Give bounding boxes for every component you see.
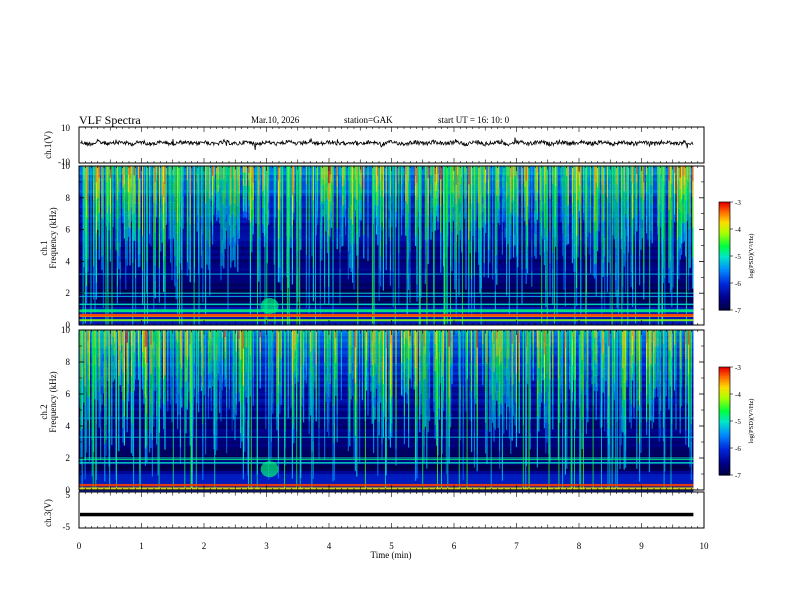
ch1-spectrogram-panel [78,165,705,326]
frequency-ytick: 10 [61,161,71,171]
x-axis-tick: 5 [389,541,394,551]
ch1-channel-label: ch.1 [39,240,49,255]
frequency-ytick: 2 [66,453,71,463]
spectrogram-image [79,330,694,492]
x-axis-tick: 1 [139,541,144,551]
colorbar-tick: -5 [735,253,741,261]
frequency-ytick: 8 [66,193,71,203]
spectrogram-image [79,166,694,325]
colorbar: -3 -4 -5 -6 -7 log(PSD)(V²/Hz) [718,364,755,480]
frequency-ytick: 6 [66,389,71,399]
ch3-waveform-frame [78,491,705,529]
frequency-ytick: 0 [66,320,71,330]
ch1-waveform-frame [78,126,705,164]
colorbar-tick: -4 [735,391,741,399]
colorbars: -3 -4 -5 -6 -7 log(PSD)(V²/Hz) -3 -4 -5 -6 -7 log(P… [718,199,755,480]
x-axis-tick: 8 [577,541,582,551]
ch1-waveform-line [80,137,694,151]
colorbar-tick: -3 [735,364,741,372]
colorbar-tick: -5 [735,418,741,426]
station-label: station=GAK [344,115,393,125]
frequency-ytick: 8 [66,357,71,367]
ch3-ytick: 5 [66,490,71,500]
frequency-ytick: 4 [66,256,71,266]
frequency-ytick: 10 [61,325,71,335]
colorbar-label: log(PSD)(V²/Hz) [748,234,755,279]
ch3-ytick: -5 [63,522,71,532]
ch1-ytick: -10 [58,157,70,167]
ch3-waveform-line [80,512,694,517]
colorbar: -3 -4 -5 -6 -7 log(PSD)(V²/Hz) [718,199,755,315]
figure-title: VLF Spectra [79,113,141,127]
x-axis-tick: 0 [77,541,82,551]
ch3-waveform-panel [78,491,705,529]
x-axis-tick: 10 [700,541,710,551]
x-axis-tick: 4 [327,541,332,551]
ch2-spectrogram-panel [78,329,705,492]
ch2-channel-label: ch.2 [39,404,49,419]
ch1-ytick: 10 [61,123,71,133]
ch1-waveform-ylabel: ch.1(V) [43,131,53,159]
frequency-ytick: 0 [66,485,71,495]
colorbar-tick: -7 [735,307,741,315]
date-label: Mar.10, 2026 [251,115,300,125]
colorbar-tick: -6 [735,280,741,288]
colorbar-tick: -3 [735,199,741,207]
colorbar-tick: -7 [735,472,741,480]
x-axis-tick: 3 [264,541,269,551]
ch1-waveform-panel [78,126,705,164]
colorbar-tick: -4 [735,226,741,234]
x-axis-tick: 2 [202,541,207,551]
x-axis-tick: 7 [514,541,519,551]
x-axis-label: Time (min) [371,550,412,560]
x-axis-tick: 6 [452,541,457,551]
frequency-ytick: 2 [66,288,71,298]
x-axis-tick: 9 [639,541,644,551]
colorbar-tick: -6 [735,445,741,453]
frequency-ytick: 6 [66,225,71,235]
start-time-label: start UT = 16: 10: 0 [438,115,510,125]
colorbar-label: log(PSD)(V²/Hz) [748,399,755,444]
frequency-ytick: 4 [66,421,71,431]
ch2-frequency-label: Frequency (kHz) [48,371,58,432]
ch1-frequency-label: Frequency (kHz) [48,207,58,268]
ch3-waveform-ylabel: ch.3(V) [43,499,53,527]
